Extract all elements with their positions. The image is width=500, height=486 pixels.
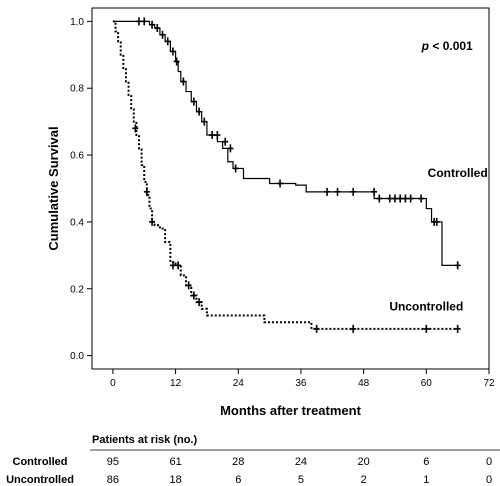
x-tick-label: 24 bbox=[233, 378, 245, 389]
risk-table-title: Patients at risk (no.) bbox=[92, 434, 197, 446]
series-label-controlled: Controlled bbox=[428, 166, 488, 180]
series-controlled-censor-mark bbox=[407, 194, 414, 203]
series-controlled-censor-mark bbox=[371, 187, 378, 196]
series-controlled-censor-mark bbox=[209, 131, 216, 140]
series-uncontrolled-censor-mark bbox=[185, 281, 192, 290]
risk-table: Patients at risk (no.)Controlled 95 61 28 24… bbox=[6, 434, 500, 486]
risk-cell: 0 bbox=[486, 474, 492, 486]
series-controlled-censor-mark bbox=[159, 30, 166, 39]
series-uncontrolled-censor-mark bbox=[190, 291, 197, 300]
risk-cell: 95 bbox=[107, 456, 119, 468]
plot-frame bbox=[91, 7, 490, 370]
series-controlled-censor-mark bbox=[222, 137, 229, 146]
series-uncontrolled-curve bbox=[112, 20, 458, 330]
series-controlled-censor-mark bbox=[324, 187, 331, 196]
series-controlled-censor-mark bbox=[136, 17, 143, 26]
series-controlled-censor-mark bbox=[454, 261, 461, 270]
series-controlled-censor-mark bbox=[169, 47, 176, 56]
risk-cell: 2 bbox=[361, 474, 367, 486]
series-label-uncontrolled: Uncontrolled bbox=[389, 300, 463, 314]
series-controlled-censor-mark bbox=[214, 131, 221, 140]
risk-cell: 86 bbox=[107, 474, 119, 486]
x-tick-label: 72 bbox=[483, 378, 495, 389]
y-tick-label: 0.0 bbox=[70, 351, 84, 362]
risk-cell: 0 bbox=[486, 456, 492, 468]
x-tick-label: 48 bbox=[358, 378, 370, 389]
series-uncontrolled-censor-mark bbox=[143, 187, 150, 196]
risk-cell: 1 bbox=[423, 474, 429, 486]
series-controlled-censor-mark bbox=[402, 194, 409, 203]
series-controlled-censor-mark bbox=[376, 194, 383, 203]
series-controlled-censor-mark bbox=[334, 187, 341, 196]
series-uncontrolled-censor-mark bbox=[149, 217, 156, 226]
series-controlled-censor-mark bbox=[386, 194, 393, 203]
series-uncontrolled-censor-mark bbox=[175, 261, 182, 270]
series-controlled-censor-mark bbox=[232, 164, 239, 173]
series-controlled-censor-mark bbox=[433, 217, 440, 226]
y-tick-label: 0.4 bbox=[70, 217, 84, 228]
y-tick-label: 0.6 bbox=[70, 151, 84, 162]
series-controlled-censor-mark bbox=[418, 194, 425, 203]
series-uncontrolled-censor-mark bbox=[132, 124, 139, 133]
risk-cell: 61 bbox=[169, 456, 181, 468]
series-controlled-censor-mark bbox=[201, 117, 208, 126]
x-tick-label: 60 bbox=[421, 378, 433, 389]
y-tick-label: 1.0 bbox=[70, 17, 84, 28]
series-layer bbox=[112, 17, 461, 333]
y-tick-label: 0.2 bbox=[70, 284, 84, 295]
risk-cell: 20 bbox=[358, 456, 370, 468]
risk-row-label-uncontrolled: Uncontrolled bbox=[6, 474, 74, 486]
y-axis-title: Cumulative Survival bbox=[46, 126, 61, 250]
series-uncontrolled-censor-mark bbox=[454, 324, 461, 333]
x-tick-label: 12 bbox=[170, 378, 182, 389]
x-axis-title: Months after treatment bbox=[220, 403, 362, 418]
risk-cell: 5 bbox=[298, 474, 304, 486]
series-controlled-censor-mark bbox=[277, 179, 284, 188]
series-controlled-censor-mark bbox=[141, 17, 148, 26]
series-uncontrolled-censor-mark bbox=[350, 324, 357, 333]
risk-row-label-controlled: Controlled bbox=[13, 456, 68, 468]
series-controlled-censor-mark bbox=[397, 194, 404, 203]
risk-cell: 28 bbox=[232, 456, 244, 468]
risk-cell: 24 bbox=[295, 456, 307, 468]
series-uncontrolled-censor-mark bbox=[313, 324, 320, 333]
series-controlled-censor-mark bbox=[227, 144, 234, 153]
series-controlled-censor-mark bbox=[149, 20, 156, 29]
x-tick-label: 0 bbox=[110, 378, 116, 389]
series-controlled-censor-mark bbox=[173, 57, 180, 66]
series-controlled-censor-mark bbox=[154, 24, 161, 33]
series-controlled-censor-mark bbox=[196, 107, 203, 116]
series-controlled-censor-mark bbox=[350, 187, 357, 196]
risk-cell: 18 bbox=[169, 474, 181, 486]
risk-cell: 6 bbox=[423, 456, 429, 468]
series-uncontrolled-censor-mark bbox=[169, 261, 176, 270]
axes: 0 12 24 36 48 60 72 0.0 0.2 0.4 0.6 0.8 1.0 Months af… bbox=[46, 7, 495, 418]
risk-cell: 6 bbox=[235, 474, 241, 486]
series-controlled-censor-mark bbox=[190, 97, 197, 106]
series-controlled-curve bbox=[112, 20, 458, 266]
series-controlled-censor-mark bbox=[164, 37, 171, 46]
p-value-annotation: p < 0.001 bbox=[421, 39, 473, 53]
series-uncontrolled-censor-mark bbox=[196, 298, 203, 307]
y-tick-label: 0.8 bbox=[70, 84, 84, 95]
series-uncontrolled-censor-mark bbox=[423, 324, 430, 333]
x-tick-label: 36 bbox=[295, 378, 307, 389]
annotations: p < 0.001 Controlled Uncontrolled bbox=[389, 39, 487, 314]
series-controlled-censor-mark bbox=[391, 194, 398, 203]
series-controlled-censor-mark bbox=[180, 77, 187, 86]
